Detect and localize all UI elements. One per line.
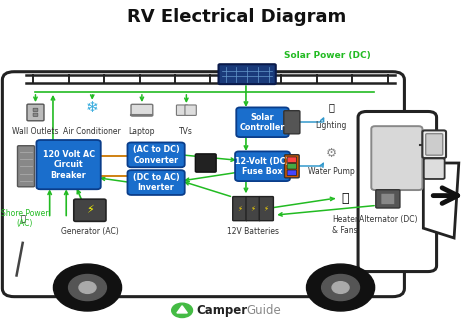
Circle shape (53, 264, 122, 311)
FancyBboxPatch shape (287, 157, 297, 162)
Circle shape (322, 274, 359, 301)
FancyBboxPatch shape (287, 170, 297, 175)
Text: Camper: Camper (196, 304, 247, 317)
FancyBboxPatch shape (285, 155, 299, 178)
FancyBboxPatch shape (131, 104, 153, 116)
FancyBboxPatch shape (371, 126, 422, 190)
Text: 🔥: 🔥 (342, 192, 349, 205)
Text: Laptop: Laptop (129, 127, 155, 136)
FancyBboxPatch shape (176, 105, 188, 115)
Circle shape (332, 282, 349, 293)
Text: 120 Volt AC
Circuit
Breaker: 120 Volt AC Circuit Breaker (43, 150, 95, 180)
FancyBboxPatch shape (358, 111, 437, 272)
Text: Air Conditioner: Air Conditioner (63, 127, 121, 136)
FancyBboxPatch shape (195, 154, 216, 172)
Text: Lighting: Lighting (315, 121, 347, 130)
FancyBboxPatch shape (233, 197, 247, 221)
FancyBboxPatch shape (18, 146, 35, 187)
FancyBboxPatch shape (2, 72, 404, 297)
Text: (DC to AC)
Inverter: (DC to AC) Inverter (133, 173, 179, 192)
Text: ⚡: ⚡ (264, 206, 269, 212)
Text: Shore Power
(AC): Shore Power (AC) (1, 209, 48, 228)
Circle shape (69, 274, 106, 301)
FancyBboxPatch shape (33, 113, 38, 116)
FancyBboxPatch shape (284, 111, 300, 134)
FancyBboxPatch shape (376, 190, 400, 208)
FancyBboxPatch shape (236, 108, 289, 137)
FancyBboxPatch shape (381, 193, 394, 204)
Text: ⚡: ⚡ (86, 205, 94, 215)
Text: ⚡: ⚡ (251, 206, 255, 212)
Text: TVs: TVs (179, 127, 193, 136)
Text: 12-Volt (DC)
Fuse Box: 12-Volt (DC) Fuse Box (236, 156, 289, 176)
Text: 🔌: 🔌 (20, 214, 25, 223)
Text: Alternator (DC): Alternator (DC) (359, 215, 417, 224)
FancyBboxPatch shape (128, 170, 184, 195)
Text: Solar
Controller: Solar Controller (240, 112, 285, 132)
Text: RV Electrical Diagram: RV Electrical Diagram (127, 8, 346, 26)
FancyBboxPatch shape (27, 104, 44, 121)
FancyBboxPatch shape (424, 158, 445, 179)
Polygon shape (423, 163, 459, 238)
Circle shape (172, 303, 193, 318)
FancyBboxPatch shape (235, 151, 290, 181)
FancyBboxPatch shape (36, 140, 101, 189)
Text: 12V Batteries: 12V Batteries (227, 227, 279, 236)
Text: ⚡: ⚡ (237, 206, 242, 212)
Circle shape (307, 264, 375, 311)
Text: Guide: Guide (246, 304, 280, 317)
Text: Water Pump: Water Pump (308, 167, 354, 176)
Circle shape (79, 282, 96, 293)
FancyBboxPatch shape (422, 130, 446, 158)
Text: Heater
& Fans: Heater & Fans (332, 215, 359, 235)
Text: Wall Outlets: Wall Outlets (12, 127, 59, 136)
Text: Solar Power (DC): Solar Power (DC) (284, 51, 370, 60)
FancyBboxPatch shape (259, 197, 273, 221)
Text: 💡: 💡 (328, 102, 334, 112)
Polygon shape (177, 306, 187, 313)
FancyBboxPatch shape (128, 142, 184, 167)
Text: Generator (AC): Generator (AC) (61, 227, 119, 236)
FancyBboxPatch shape (185, 105, 196, 115)
FancyBboxPatch shape (287, 164, 297, 169)
Text: ❄: ❄ (86, 100, 98, 115)
FancyBboxPatch shape (246, 197, 260, 221)
Text: (AC to DC)
Converter: (AC to DC) Converter (133, 145, 179, 165)
FancyBboxPatch shape (33, 108, 38, 111)
FancyBboxPatch shape (219, 64, 276, 84)
FancyBboxPatch shape (74, 199, 106, 221)
FancyBboxPatch shape (426, 134, 443, 155)
Text: ⚙: ⚙ (325, 147, 337, 160)
